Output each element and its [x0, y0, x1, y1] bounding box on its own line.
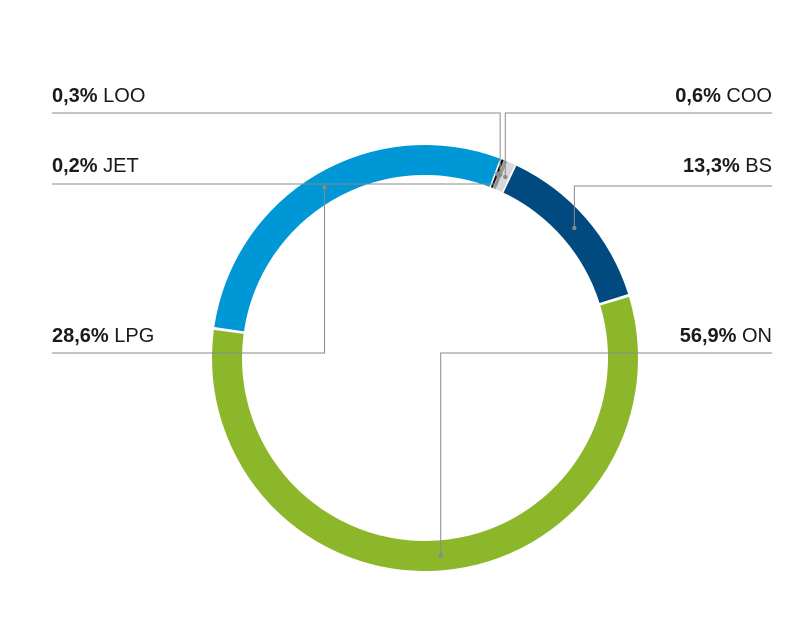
label-category-coo: COO — [721, 85, 772, 107]
label-coo: 0,6% COO — [675, 85, 772, 107]
label-bs: 13,3% BS — [683, 155, 772, 177]
leader-dot-bs — [572, 225, 577, 231]
label-value-jet: 0,2% — [52, 155, 98, 177]
label-value-lpg: 28,6% — [52, 325, 109, 347]
slice-lpg — [214, 144, 501, 332]
label-category-loo: LOO — [98, 85, 146, 107]
label-category-bs: BS — [740, 155, 772, 177]
label-jet: 0,2% JET — [52, 155, 139, 177]
leader-line-bs — [573, 185, 772, 229]
slice-on — [212, 296, 638, 571]
label-category-lpg: LPG — [109, 325, 155, 347]
leader-dot-on — [438, 553, 443, 558]
leader-dot-lpg — [322, 185, 327, 190]
label-category-on: ON — [736, 325, 772, 347]
label-lpg: 28,6% LPG — [52, 325, 154, 347]
slice-bs — [503, 165, 629, 304]
leader-line-loo — [52, 112, 501, 175]
leader-line-lpg — [52, 187, 326, 354]
leader-dot-coo — [503, 174, 508, 180]
leader-line-jet — [52, 173, 498, 185]
label-loo: 0,3% LOO — [52, 85, 145, 107]
leader-dot-loo — [497, 172, 503, 178]
label-value-loo: 0,3% — [52, 85, 98, 107]
label-value-bs: 13,3% — [683, 155, 740, 177]
label-value-on: 56,9% — [680, 325, 737, 347]
leader-line-on — [440, 352, 772, 556]
label-on: 56,9% ON — [680, 325, 772, 347]
label-category-jet: JET — [98, 155, 139, 177]
slice-labels: 13,3% BS 56,9% ON 28,6% LPG 0,2% JET 0,3% LO… — [52, 85, 772, 558]
leader-line-coo — [504, 112, 772, 178]
label-value-coo: 0,6% — [675, 85, 721, 107]
